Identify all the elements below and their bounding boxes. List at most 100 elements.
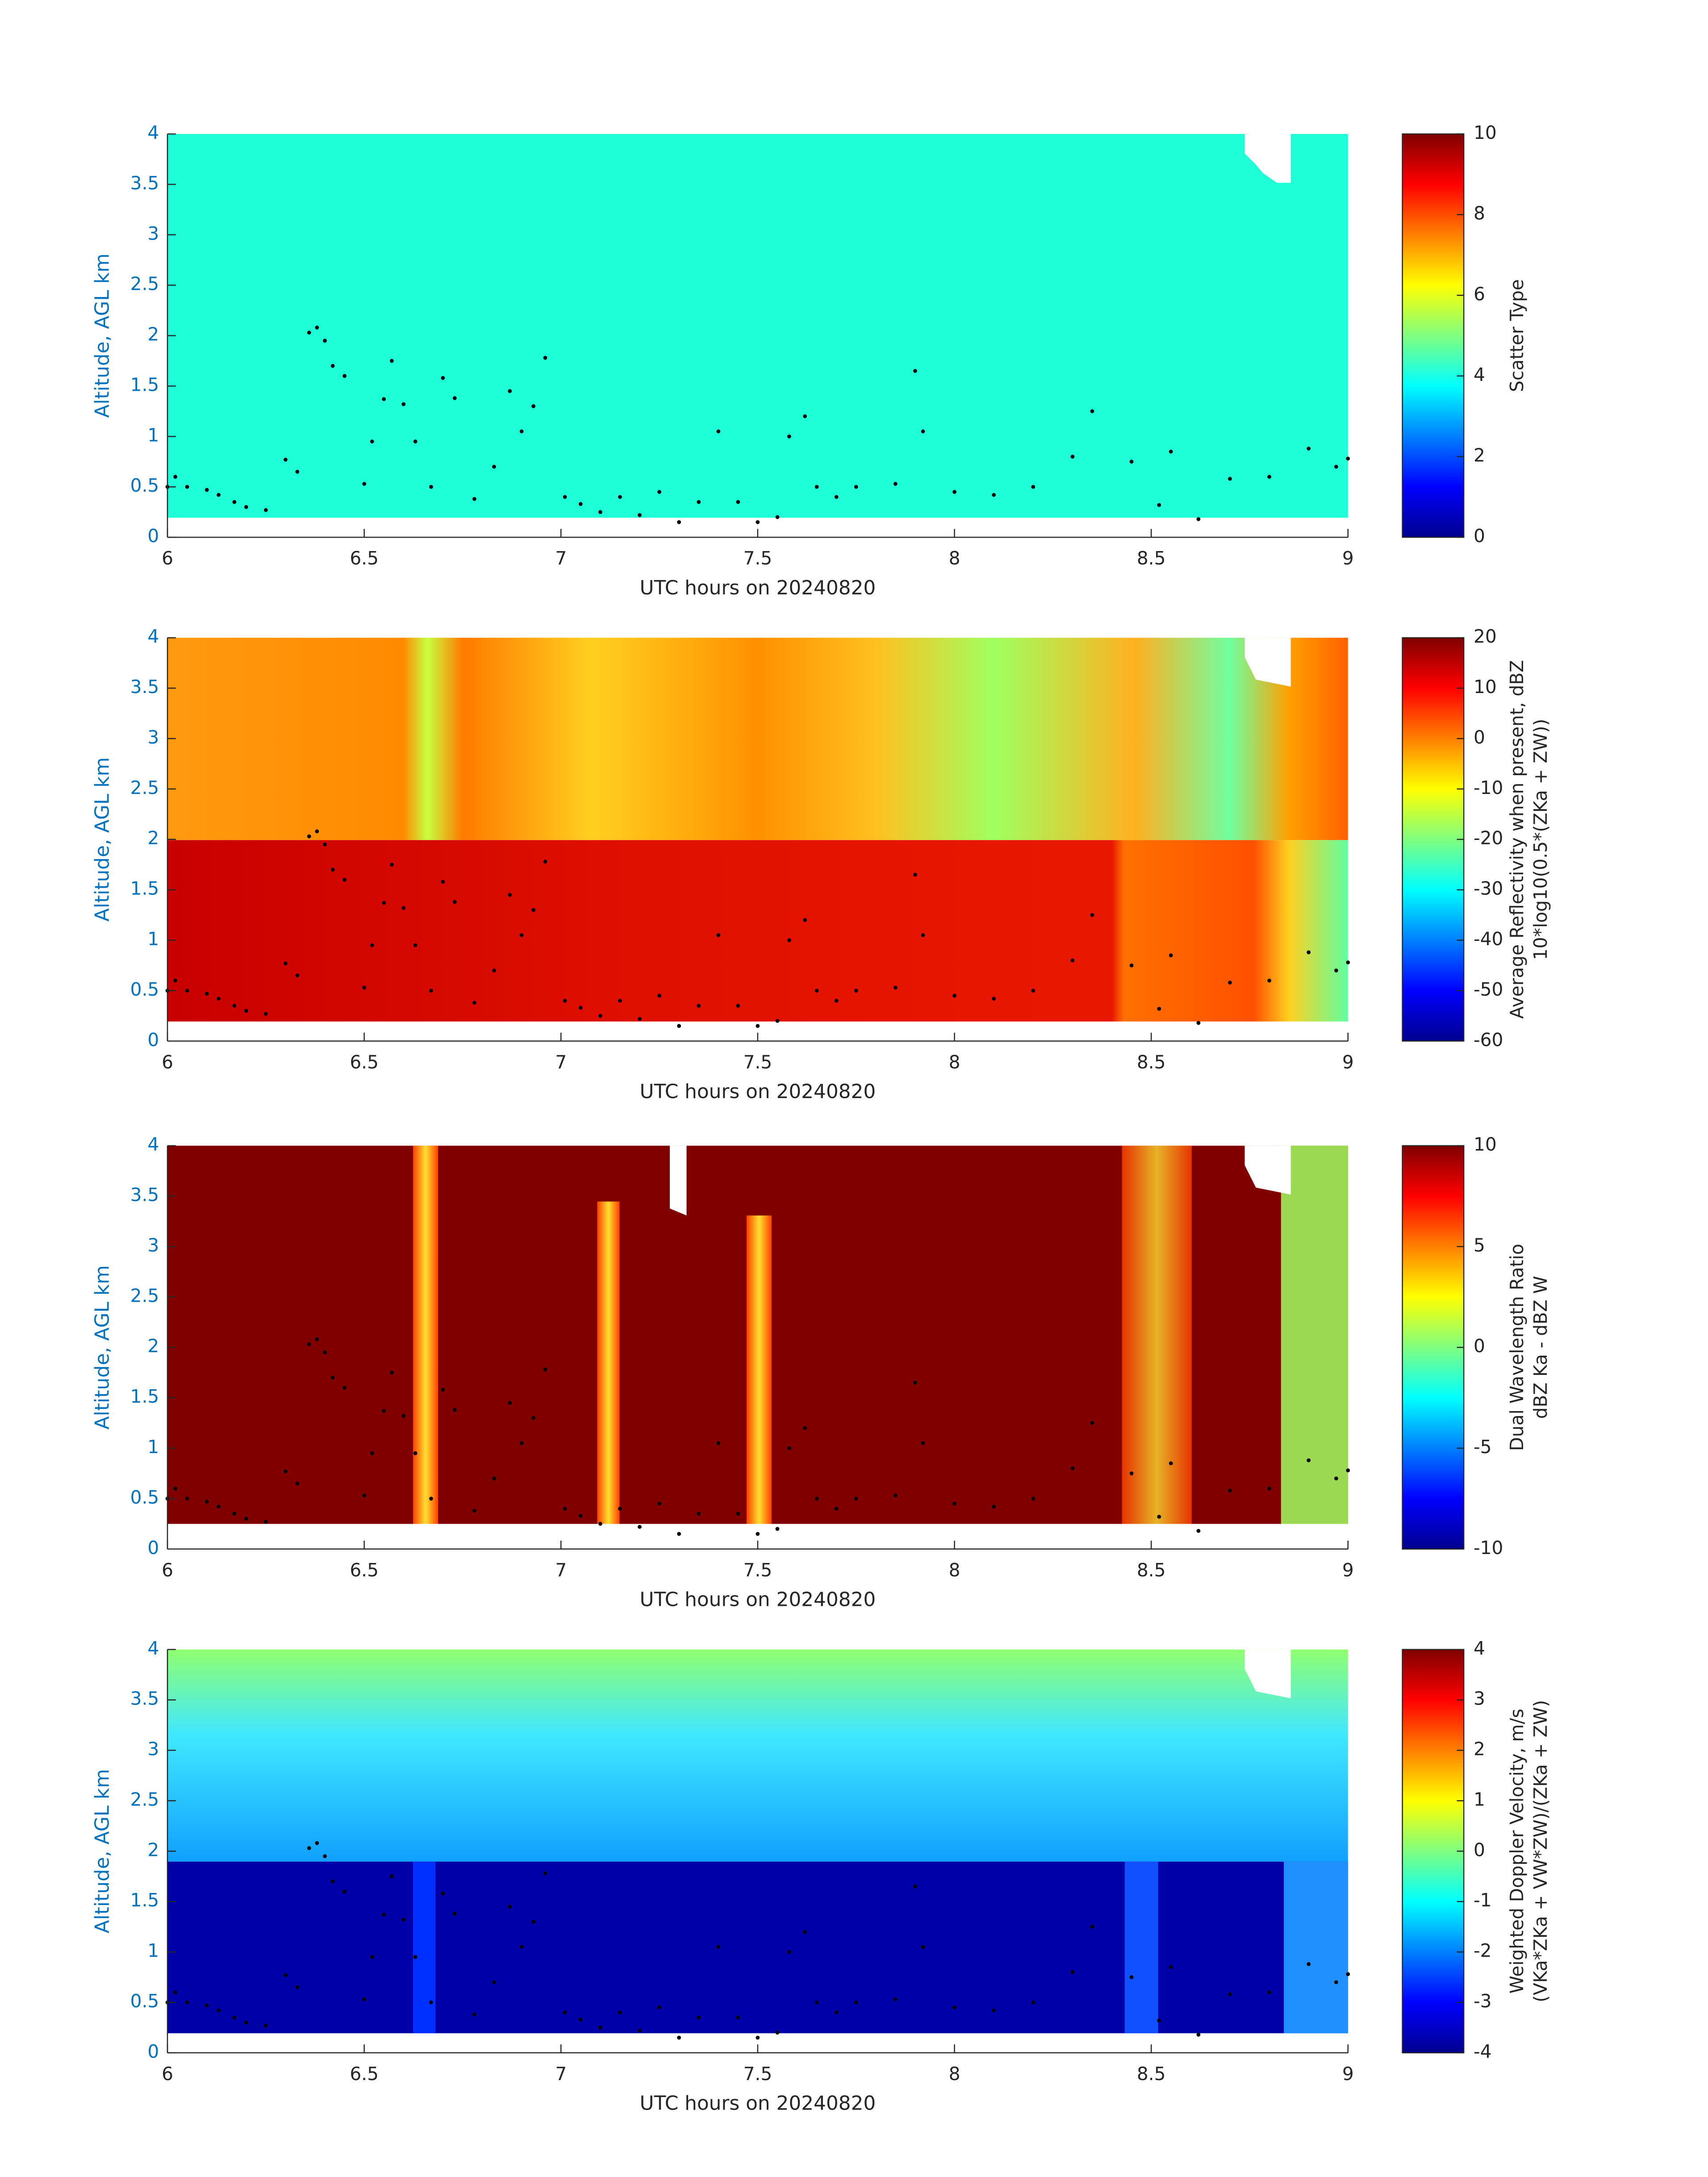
cloud-base-point (492, 1476, 496, 1481)
cloud-base-point (1346, 1972, 1350, 1976)
cloud-base-point (677, 1024, 681, 1028)
cloud-base-point (323, 1854, 327, 1858)
cloud-base-point (578, 1006, 583, 1010)
x-tick-label: 6 (162, 1051, 173, 1073)
cloud-base-point (1169, 1965, 1173, 1969)
colorbar (1402, 1649, 1465, 2054)
cloud-base-point (531, 1919, 535, 1924)
x-tick-label: 6.5 (350, 2063, 379, 2085)
x-tick-label: 8 (949, 547, 960, 569)
x-axis-label: UTC hours on 20240820 (640, 1588, 876, 1611)
field-streak (746, 1215, 772, 1524)
cloud-base-point (295, 1985, 300, 1989)
cloud-base-point (173, 978, 177, 983)
field-streak (1284, 1861, 1348, 2034)
cloud-base-point (244, 1009, 248, 1013)
cloud-base-point (716, 1945, 721, 1949)
x-tick-label: 9 (1342, 1559, 1354, 1581)
cloud-base-point (1070, 1970, 1075, 1974)
cloud-base-point (834, 495, 839, 499)
cloud-base-point (531, 908, 535, 912)
cloud-base-point (1196, 2032, 1201, 2037)
x-tick-label: 8.5 (1137, 1051, 1166, 1073)
field-streak (597, 1201, 620, 1524)
x-tick-label: 6.5 (350, 547, 379, 569)
cloud-base-point (342, 1889, 347, 1893)
cloud-base-point (389, 1371, 394, 1375)
cloud-base-point (263, 1520, 268, 1524)
cloud-base-point (217, 997, 221, 1001)
cloud-base-point (921, 1945, 925, 1949)
field-1 (167, 134, 1348, 518)
cloud-base-point (232, 1512, 237, 1516)
cloud-base-point (441, 1387, 445, 1392)
cloud-base-point (803, 1930, 807, 1934)
cloud-base-point (1157, 1007, 1161, 1011)
colorbar-tick-label: 10 (1474, 1134, 1497, 1155)
cloud-base-point (472, 2012, 476, 2017)
cloud-base-point (697, 500, 701, 504)
cloud-base-point (543, 1367, 547, 1372)
cloud-base-point (1090, 409, 1094, 414)
y-axis-label: Altitude, AGL km (91, 1769, 113, 1933)
cloud-base-point (1090, 913, 1094, 917)
cloud-base-point (519, 1945, 524, 1949)
cloud-base-point (803, 1426, 807, 1430)
cloud-base-point (1228, 1488, 1232, 1493)
cloud-base-point (756, 2035, 760, 2040)
cloud-base-point (370, 1955, 374, 1959)
cloud-base-point (1307, 950, 1311, 954)
cloud-base-point (330, 1879, 335, 1884)
x-tick-label: 8 (949, 1051, 960, 1073)
cloud-base-point (531, 404, 535, 408)
cloud-base-point (472, 1508, 476, 1513)
y-tick-label: 1.5 (130, 374, 159, 395)
cloud-base-point (389, 862, 394, 867)
cloud-base-point (913, 1884, 917, 1889)
x-tick-label: 6 (162, 1559, 173, 1581)
cloud-base-point (323, 842, 327, 847)
cloud-base-point (992, 493, 996, 497)
colorbar-tick-label: -3 (1474, 1990, 1492, 2012)
colorbar-tick-label: 0 (1474, 1335, 1485, 1357)
y-tick-label: 3.5 (130, 172, 159, 194)
cloud-base-point (429, 485, 433, 489)
x-tick-label: 8 (949, 1559, 960, 1581)
y-tick-label: 2.5 (130, 273, 159, 295)
cloud-base-point (1157, 1515, 1161, 1519)
cloud-base-point (1267, 475, 1271, 479)
cloud-base-point (382, 901, 386, 905)
field-area (167, 1861, 1348, 2034)
cloud-base-point (1334, 1980, 1338, 1985)
cloud-base-point (787, 938, 791, 942)
x-tick-label: 7 (555, 1051, 567, 1073)
field-4 (167, 1649, 1348, 2034)
cloud-base-point (382, 1409, 386, 1413)
field-streak (413, 1145, 438, 1524)
cloud-base-point (992, 2008, 996, 2013)
cloud-base-point (1334, 464, 1338, 469)
cloud-base-point (429, 1496, 433, 1501)
colorbar-label: dBZ Ka - dBZ W (1530, 1276, 1551, 1419)
missing-area (1244, 134, 1291, 183)
y-tick-label: 3.5 (130, 676, 159, 698)
cloud-base-point (756, 1024, 760, 1028)
cloud-base-point (854, 988, 858, 993)
x-tick-label: 7.5 (743, 1051, 773, 1073)
cloud-base-point (803, 414, 807, 418)
cloud-base-point (295, 1481, 300, 1486)
cloud-base-point (508, 389, 512, 393)
cloud-base-point (803, 918, 807, 922)
cloud-base-point (173, 475, 177, 479)
cloud-base-point (716, 1441, 721, 1446)
y-tick-label: 2 (147, 1335, 159, 1357)
cloud-base-point (362, 1493, 366, 1498)
x-tick-label: 7.5 (743, 2063, 773, 2085)
y-tick-label: 2 (147, 827, 159, 849)
y-axis-label: Altitude, AGL km (91, 1265, 113, 1429)
x-tick-label: 7.5 (743, 1559, 773, 1581)
colorbar-label: Scatter Type (1506, 279, 1528, 392)
cloud-base-point (775, 2031, 780, 2035)
missing-area (1244, 1145, 1291, 1195)
cloud-base-point (307, 1846, 311, 1850)
